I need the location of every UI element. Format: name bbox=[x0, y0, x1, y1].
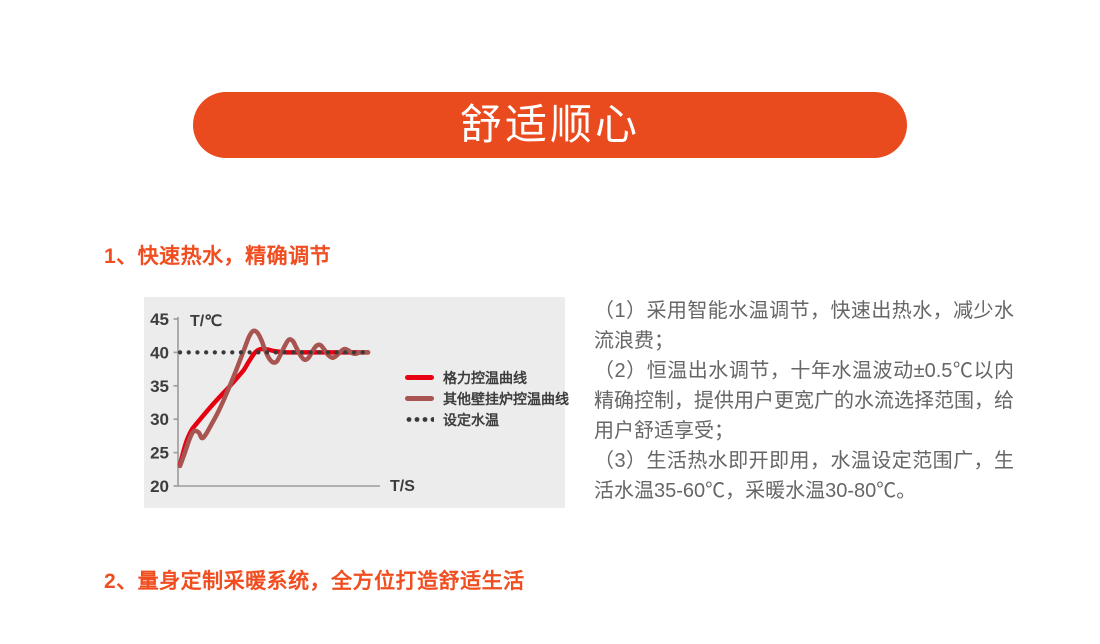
svg-text:20: 20 bbox=[150, 477, 169, 496]
svg-text:T/℃: T/℃ bbox=[190, 313, 222, 330]
legend-item-setpoint: 设定水温 bbox=[405, 409, 569, 430]
legend-swatch-dotted bbox=[405, 417, 434, 422]
feature-text-block: （1）采用智能水温调节，快速出热水，减少水流浪费； （2）恒温出水调节，十年水温… bbox=[594, 296, 1014, 506]
banner-title: 舒适顺心 bbox=[459, 101, 640, 148]
temperature-chart: 45 40 35 30 25 20 T/℃ T/S bbox=[150, 310, 415, 496]
legend-label: 格力控温曲线 bbox=[443, 369, 527, 386]
feature-point-1: （1）采用智能水温调节，快速出热水，减少水流浪费； bbox=[594, 300, 1014, 352]
svg-text:45: 45 bbox=[150, 310, 169, 329]
svg-text:40: 40 bbox=[150, 343, 169, 362]
svg-text:30: 30 bbox=[150, 410, 169, 429]
legend-item-other-boiler-curve: 其他壁挂炉控温曲线 bbox=[405, 388, 569, 409]
svg-text:35: 35 bbox=[150, 377, 169, 396]
feature-point-3: （3）生活热水即开即用，水温设定范围广，生活水温35-60℃，采暖水温30-80… bbox=[594, 450, 1014, 502]
legend-label: 设定水温 bbox=[443, 411, 499, 428]
title-banner: 舒适顺心 bbox=[193, 92, 907, 158]
svg-text:25: 25 bbox=[150, 444, 169, 463]
legend-label: 其他壁挂炉控温曲线 bbox=[443, 390, 569, 407]
temperature-chart-panel: 45 40 35 30 25 20 T/℃ T/S 格力控温曲线 其他壁挂炉控温曲线 设定水温 bbox=[144, 297, 569, 508]
chart-legend: 格力控温曲线 其他壁挂炉控温曲线 设定水温 bbox=[405, 367, 569, 430]
legend-item-gree-curve: 格力控温曲线 bbox=[405, 367, 569, 388]
section-1-heading: 1、快速热水，精确调节 bbox=[104, 245, 332, 268]
section-2-heading: 2、量身定制采暖系统，全方位打造舒适生活 bbox=[104, 570, 525, 593]
legend-swatch-solid-red bbox=[405, 375, 434, 380]
svg-text:T/S: T/S bbox=[390, 478, 415, 495]
feature-point-2: （2）恒温出水调节，十年水温波动±0.5℃以内精确控制，提供用户更宽广的水流选择… bbox=[594, 360, 1014, 442]
legend-swatch-solid-darkred bbox=[405, 396, 434, 401]
